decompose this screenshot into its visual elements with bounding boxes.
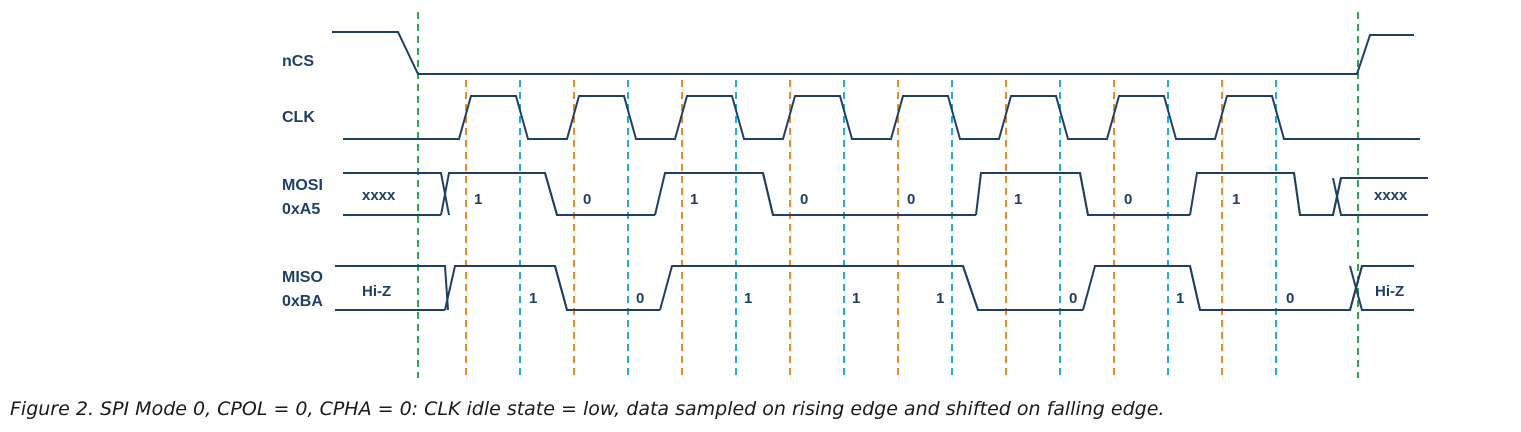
miso-bit-3: 1	[744, 290, 752, 307]
miso-label: MISO	[282, 269, 323, 286]
timing-guides	[417, 12, 1359, 378]
miso-idle-end: Hi-Z	[1375, 283, 1404, 300]
miso-bit-4: 1	[852, 290, 860, 307]
miso-bit-1: 1	[529, 290, 537, 307]
miso-bit-6: 0	[1069, 290, 1077, 307]
clk-label: CLK	[282, 109, 315, 126]
mosi-bit-4: 0	[800, 191, 808, 208]
mosi-low-trace	[343, 172, 1428, 216]
mosi-high-trace	[343, 172, 1428, 216]
miso-high-trace	[335, 265, 1414, 311]
mosi-bits: 1 0 1 0 0 1 0 1	[474, 191, 1240, 208]
miso-value-label: 0xBA	[282, 293, 323, 310]
ncs-waveform	[332, 31, 1414, 75]
figure-caption: Figure 2. SPI Mode 0, CPOL = 0, CPHA = 0…	[10, 398, 1165, 420]
miso-bit-8: 0	[1286, 290, 1294, 307]
ncs-label: nCS	[282, 53, 314, 70]
miso-bit-2: 0	[636, 290, 644, 307]
miso-idle-start: Hi-Z	[362, 283, 391, 300]
mosi-idle-end: xxxx	[1374, 187, 1408, 204]
mosi-value-label: 0xA5	[282, 201, 320, 218]
mosi-bit-5: 0	[907, 191, 915, 208]
mosi-bit-8: 1	[1232, 191, 1240, 208]
spi-timing-diagram: nCS CLK MOSI 0xA5 MISO 0xBA xxxx xxxx Hi…	[282, 12, 1428, 378]
mosi-bit-3: 1	[690, 191, 698, 208]
miso-bit-5: 1	[936, 290, 944, 307]
mosi-label: MOSI	[282, 177, 323, 194]
miso-bits: 1 0 1 1 1 0 1 0	[529, 290, 1294, 307]
mosi-bit-1: 1	[474, 191, 482, 208]
mosi-bit-2: 0	[583, 191, 591, 208]
miso-low-trace	[335, 265, 1414, 311]
miso-bit-7: 1	[1176, 290, 1184, 307]
mosi-idle-start: xxxx	[362, 187, 396, 204]
mosi-bit-7: 0	[1124, 191, 1132, 208]
clk-waveform	[343, 95, 1420, 140]
mosi-bit-6: 1	[1014, 191, 1022, 208]
